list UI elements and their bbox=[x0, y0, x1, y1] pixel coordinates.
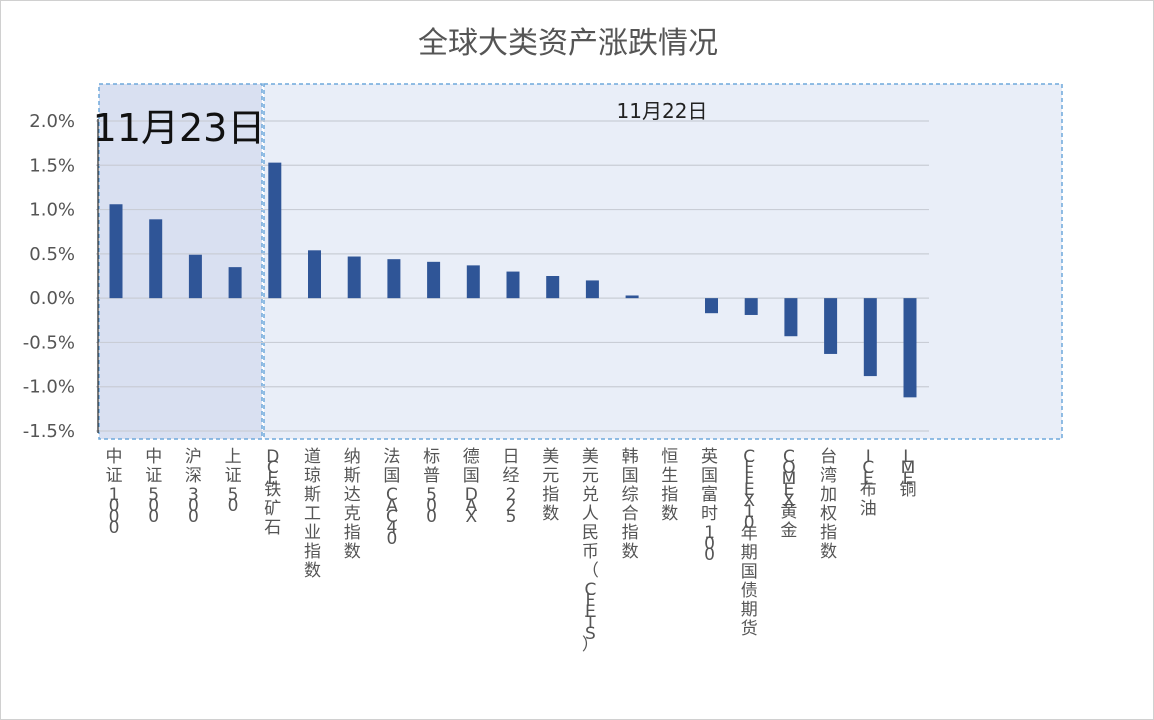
x-tick-label: 中证 5 0 0 bbox=[145, 447, 162, 527]
group-band bbox=[263, 83, 1063, 440]
x-tick-label: 标普 5 0 0 bbox=[423, 447, 440, 527]
x-tick-label: 台湾加权指数 bbox=[820, 447, 837, 562]
x-tick-label: 法国 C A C 4 0 bbox=[383, 447, 400, 549]
y-tick-label: 0.0% bbox=[29, 288, 75, 309]
bar bbox=[705, 298, 718, 314]
x-tick-label: D C E 铁矿石 bbox=[264, 447, 281, 538]
bar bbox=[506, 271, 520, 299]
x-tick-label: 道琼斯工业指数 bbox=[304, 447, 321, 581]
x-tick-label: 美元指数 bbox=[542, 447, 559, 524]
x-tick-label: 上证 5 0 bbox=[225, 447, 242, 516]
bar bbox=[228, 267, 242, 299]
bar bbox=[109, 204, 123, 299]
bar bbox=[625, 295, 639, 299]
bar bbox=[188, 254, 202, 299]
y-tick-label: -1.5% bbox=[23, 421, 75, 442]
x-tick-label: 中证 1 0 0 0 bbox=[106, 447, 123, 538]
y-tick-label: -0.5% bbox=[23, 332, 75, 353]
bar bbox=[427, 261, 441, 299]
x-tick-label: 美元兑人民币（ C F E T S） bbox=[582, 447, 599, 655]
bar bbox=[149, 219, 163, 299]
bar bbox=[824, 298, 838, 354]
group-label-nov22: 11月22日 bbox=[617, 99, 708, 123]
bar bbox=[585, 280, 599, 299]
bar bbox=[903, 298, 917, 398]
bar bbox=[546, 276, 560, 299]
chart-title: 全球大类资产涨跌情况 bbox=[418, 26, 718, 61]
y-tick-label: 0.5% bbox=[29, 244, 75, 265]
x-tick-label: 日经 2 2 5 bbox=[503, 447, 520, 527]
bar bbox=[466, 265, 480, 299]
group-label-nov23: 11月23日 bbox=[93, 106, 266, 150]
y-tick-label: 1.0% bbox=[29, 200, 75, 221]
bar bbox=[387, 259, 401, 299]
x-tick-label: 恒生指数 bbox=[661, 447, 678, 524]
x-tick-label: 沪深 3 0 0 bbox=[185, 447, 202, 527]
y-tick-label: 2.0% bbox=[29, 111, 75, 132]
x-tick-label: C O M E X 黄金 bbox=[780, 447, 797, 541]
x-tick-label: 纳斯达克指数 bbox=[344, 447, 361, 562]
x-tick-label: I C E 布油 bbox=[860, 447, 877, 519]
x-tick-label: 德国 D A X bbox=[463, 447, 480, 527]
bars bbox=[109, 162, 917, 398]
labels: 全球大类资产涨跌情况 2.0% 1.5% 1.0% 0.5% 0.0% -0.5% -1.0%… bbox=[23, 26, 917, 655]
bar bbox=[863, 298, 877, 377]
bar bbox=[784, 298, 798, 337]
bar bbox=[308, 250, 321, 299]
bar bbox=[347, 256, 361, 299]
y-tick-label: -1.0% bbox=[23, 377, 75, 398]
x-tick-label: C F F E X 1 0 年期国债期货 bbox=[741, 447, 758, 639]
bar bbox=[268, 162, 282, 299]
group-band bbox=[98, 83, 263, 440]
x-tick-label: 韩国综合指数 bbox=[622, 447, 639, 562]
y-tick-label: 1.5% bbox=[29, 155, 75, 176]
x-tick-label: 英国富时 1 0 0 bbox=[701, 447, 718, 565]
bar bbox=[744, 298, 758, 315]
